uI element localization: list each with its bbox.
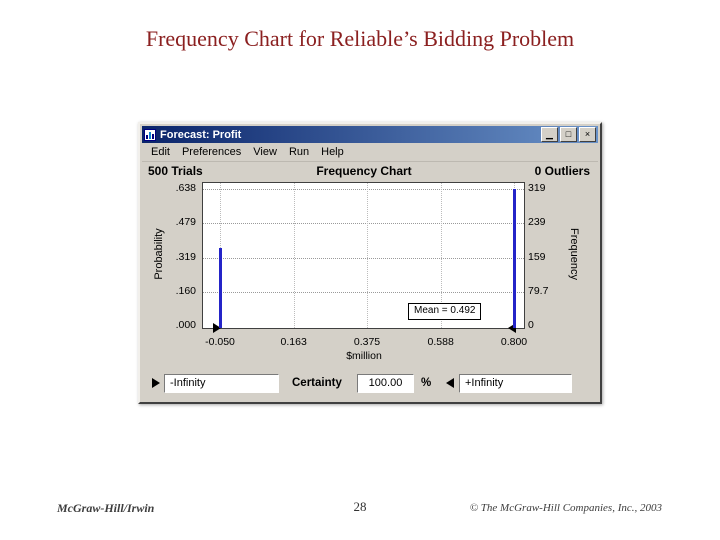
y-axis-tick-frequency: 79.7 bbox=[528, 284, 549, 297]
x-axis-tick: 0.375 bbox=[353, 336, 381, 348]
window-title: Forecast: Profit bbox=[160, 128, 242, 141]
x-axis-tick: 0.588 bbox=[427, 336, 454, 348]
y-axis-tick-probability: .319 bbox=[175, 250, 196, 263]
x-axis-tick: 0.163 bbox=[280, 336, 307, 348]
menu-item-help[interactable]: Help bbox=[321, 146, 344, 158]
gridline-vertical bbox=[440, 183, 442, 328]
gridline-vertical bbox=[367, 183, 368, 328]
y-axis-tick-probability: .479 bbox=[175, 216, 196, 229]
frequency-bar bbox=[219, 248, 222, 328]
x-axis-unit-label: $million bbox=[346, 350, 382, 362]
frequency-bar bbox=[513, 189, 516, 328]
x-axis-tick: 0.800 bbox=[500, 336, 528, 348]
mean-label: Mean = 0.492 bbox=[408, 303, 482, 320]
menu-item-run[interactable]: Run bbox=[288, 146, 310, 158]
page-number: 28 bbox=[353, 499, 367, 514]
footer-copyright: © The McGraw-Hill Companies, Inc., 2003 bbox=[469, 502, 662, 514]
x-axis-tick: -0.050 bbox=[205, 336, 235, 348]
outliers-label: 0 Outliers bbox=[534, 164, 590, 178]
upper-bound-field[interactable]: +Infinity bbox=[459, 374, 572, 393]
menu-item-edit[interactable]: Edit bbox=[151, 146, 170, 158]
y-axis-tick-frequency: 0 bbox=[528, 319, 534, 331]
chart-title: Frequency Chart bbox=[316, 164, 412, 178]
maximize-icon[interactable]: □ bbox=[560, 127, 577, 142]
forecast-window: Forecast: Profit ▁ □ × Edit Preferences Vi… bbox=[138, 122, 602, 404]
page-title: Frequency Chart for Reliable’s Bidding P… bbox=[145, 26, 575, 51]
minimize-icon[interactable]: ▁ bbox=[541, 127, 558, 142]
axis-right-grabber-icon[interactable] bbox=[508, 323, 516, 333]
y-axis-tick-frequency: 319 bbox=[528, 182, 546, 194]
frequency-axis-label: Frequency bbox=[568, 228, 580, 280]
window-controls: ▁ □ × bbox=[541, 127, 596, 142]
y-axis-tick-frequency: 239 bbox=[528, 216, 546, 229]
certainty-input[interactable]: 100.00 bbox=[357, 374, 414, 393]
axis-left-grabber-icon[interactable] bbox=[213, 323, 221, 333]
y-axis-tick-frequency: 159 bbox=[528, 250, 546, 263]
y-axis-tick-probability: .638 bbox=[175, 182, 196, 194]
trials-label: 500 Trials bbox=[148, 164, 203, 178]
percent-label: % bbox=[421, 377, 432, 389]
gridline-horizontal bbox=[203, 189, 524, 190]
upper-grabber-icon bbox=[446, 378, 454, 388]
window-titlebar[interactable]: Forecast: Profit ▁ □ × bbox=[142, 126, 598, 143]
y-axis-tick-probability: .000 bbox=[175, 319, 196, 331]
menu-item-view[interactable]: View bbox=[253, 146, 277, 158]
forecast-icon bbox=[144, 128, 156, 141]
gridline-vertical bbox=[293, 183, 295, 328]
menu-item-preferences[interactable]: Preferences bbox=[181, 146, 242, 158]
footer-publisher: McGraw-Hill/Irwin bbox=[57, 501, 155, 515]
menu-bar: Edit Preferences View Run Help bbox=[142, 143, 598, 161]
lower-bound-field[interactable]: -Infinity bbox=[164, 374, 279, 393]
gridline-horizontal bbox=[203, 291, 524, 293]
gridline-horizontal bbox=[203, 223, 524, 225]
certainty-label: Certainty bbox=[292, 377, 342, 389]
y-axis-tick-probability: .160 bbox=[175, 284, 196, 297]
lower-grabber-icon bbox=[152, 378, 160, 388]
close-icon[interactable]: × bbox=[579, 127, 596, 142]
gridline-horizontal bbox=[203, 257, 524, 259]
plot-area: Mean = 0.492 bbox=[202, 182, 525, 329]
